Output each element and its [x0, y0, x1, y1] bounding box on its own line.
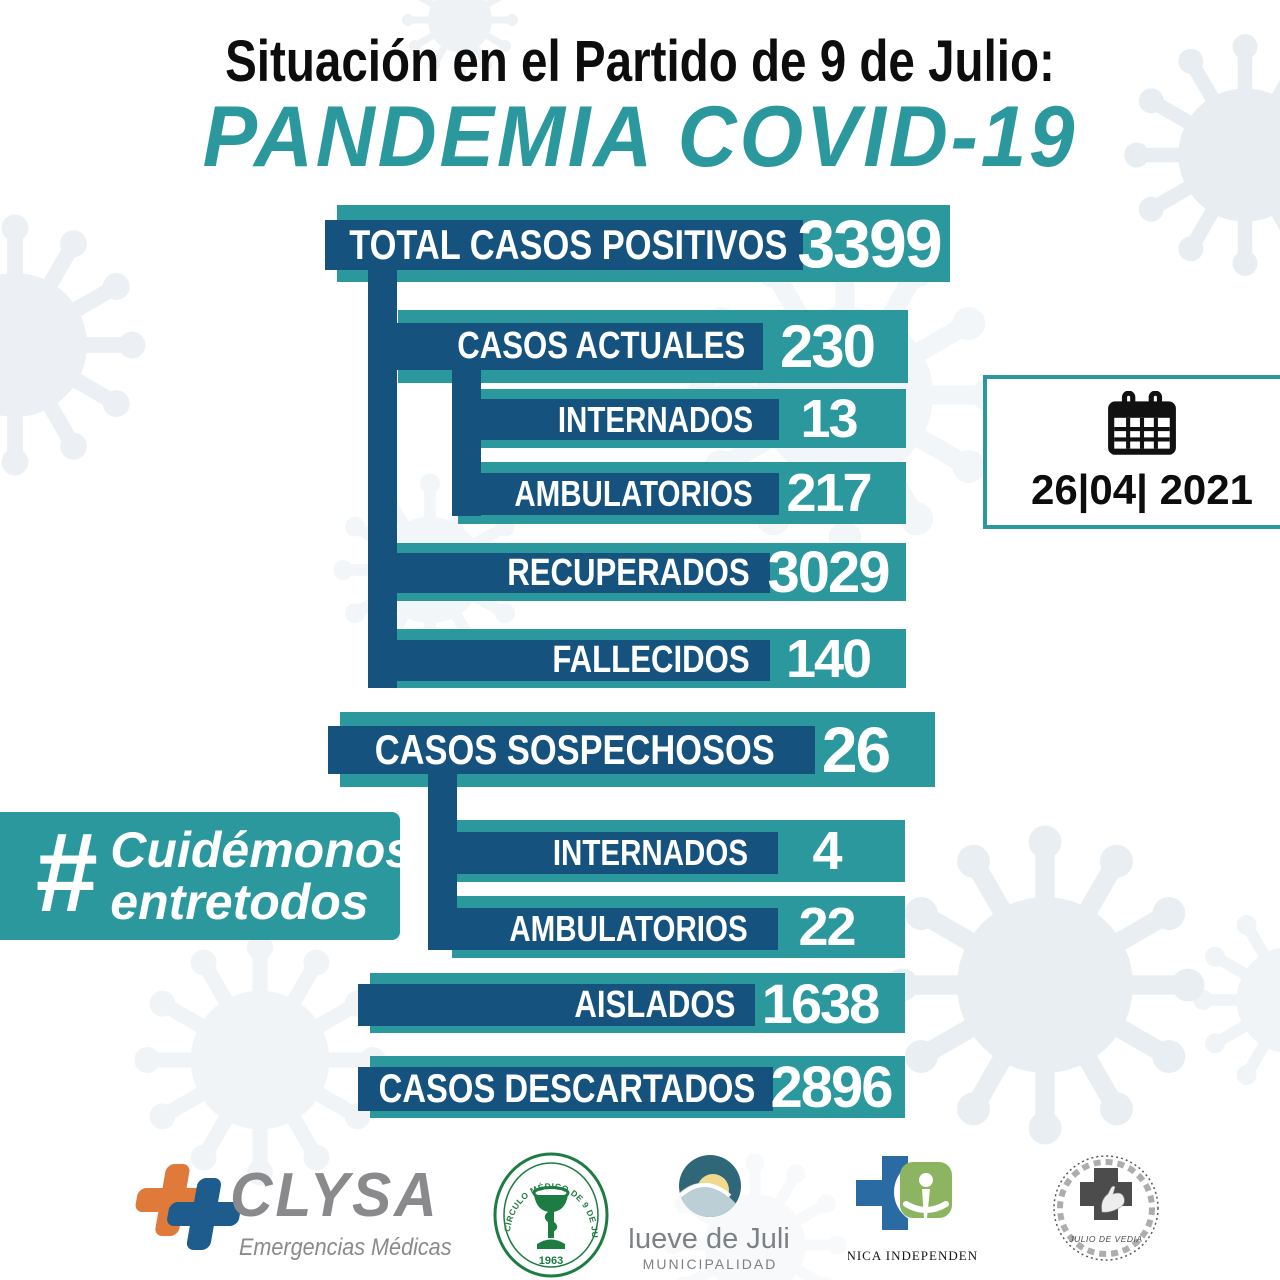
- virus-decoration: [880, 820, 1210, 1150]
- hospital-stamp-logo: JULIO DE VEDIA: [1053, 1155, 1159, 1261]
- label-box: FALLECIDOS: [385, 639, 770, 681]
- stat-value: 4: [812, 821, 842, 881]
- municipalidad-emblem-icon: [679, 1155, 741, 1217]
- stat-label: CASOS DESCARTADOS: [378, 1066, 755, 1111]
- stat-value: 3029: [767, 539, 890, 605]
- stat-value: 22: [798, 897, 856, 957]
- municipalidad-subtitle: MUNICIPALIDAD: [643, 1256, 778, 1272]
- label-box: AISLADOS: [358, 984, 755, 1026]
- label-box: TOTAL CASOS POSITIVOS: [325, 220, 803, 270]
- stat-value: 26: [821, 713, 891, 786]
- circulo-year: 1963: [539, 1255, 563, 1267]
- label-box: INTERNADOS: [458, 399, 779, 440]
- stat-value: 217: [786, 463, 872, 523]
- clinica-independencia-logo: CLÍNICA INDEPENDENCIA: [848, 1156, 978, 1263]
- clysa-tagline: Emergencias Médicas: [239, 1234, 452, 1261]
- hashtag-symbol: #: [34, 810, 97, 935]
- circulo-medico-logo: CÍRCULO MÉDICO DE 9 DE JULIO 1963: [492, 1152, 609, 1278]
- stat-label: RECUPERADOS: [507, 551, 750, 594]
- stat-label: INTERNADOS: [557, 398, 753, 440]
- clysa-logo: CLYSA Emergencias Médicas: [134, 1148, 465, 1273]
- hashtag-line2: entretodos: [110, 874, 369, 930]
- report-date: 26|04| 2021: [1030, 466, 1254, 513]
- stat-label: AMBULATORIOS: [514, 473, 753, 514]
- municipalidad-name: Nueve de Julio: [630, 1223, 790, 1255]
- clysa-wordmark: CLYSA: [230, 1161, 440, 1230]
- label-box: CASOS ACTUALES: [390, 323, 763, 370]
- stamp-cross-icon: [1080, 1168, 1132, 1220]
- stat-label: FALLECIDOS: [552, 639, 750, 681]
- stat-label: TOTAL CASOS POSITIVOS: [348, 221, 787, 268]
- hashtag-banner: # Cuidémonos entretodos: [0, 810, 413, 940]
- stat-value: 3399: [797, 205, 942, 282]
- pandemia-title: PANDEMIA COVID-19: [202, 89, 1078, 185]
- stat-label: CASOS SOSPECHOSOS: [375, 726, 775, 773]
- stat-label: AMBULATORIOS: [509, 908, 748, 949]
- stat-value: 2896: [770, 1054, 893, 1120]
- hygieia-cup-icon: [532, 1186, 570, 1249]
- stat-value: 230: [779, 313, 876, 380]
- stat-value: 1638: [761, 971, 881, 1035]
- label-box: CASOS SOSPECHOSOS: [328, 726, 815, 774]
- stat-label: CASOS ACTUALES: [457, 325, 745, 367]
- hashtag-line1: Cuidémonos: [110, 822, 414, 878]
- hashtag-text: Cuidémonos entretodos: [110, 824, 413, 928]
- municipalidad-logo: Nueve de Julio MUNICIPALIDAD: [630, 1155, 790, 1272]
- stat-value: 13: [800, 388, 858, 449]
- stat-label: INTERNADOS: [552, 832, 748, 873]
- label-box: CASOS DESCARTADOS: [358, 1067, 773, 1111]
- virus-decoration: [0, 210, 150, 480]
- stat-label: AISLADOS: [573, 983, 735, 1026]
- clinica-cross-icon: [856, 1156, 958, 1230]
- stat-value: 140: [785, 628, 872, 689]
- calendar-icon: [1108, 390, 1176, 455]
- virus-decoration: [1190, 900, 1280, 1100]
- label-box: AMBULATORIOS: [452, 908, 778, 950]
- page-title: Situación en el Partido de 9 de Julio:: [225, 29, 1055, 94]
- label-box: AMBULATORIOS: [458, 473, 779, 515]
- clinica-name: CLÍNICA INDEPENDENCIA: [848, 1248, 978, 1263]
- hospital-name: JULIO DE VEDIA: [1068, 1234, 1142, 1244]
- date-box: 26|04| 2021: [983, 375, 1280, 529]
- label-box: RECUPERADOS: [385, 551, 770, 594]
- label-box: INTERNADOS: [452, 832, 778, 874]
